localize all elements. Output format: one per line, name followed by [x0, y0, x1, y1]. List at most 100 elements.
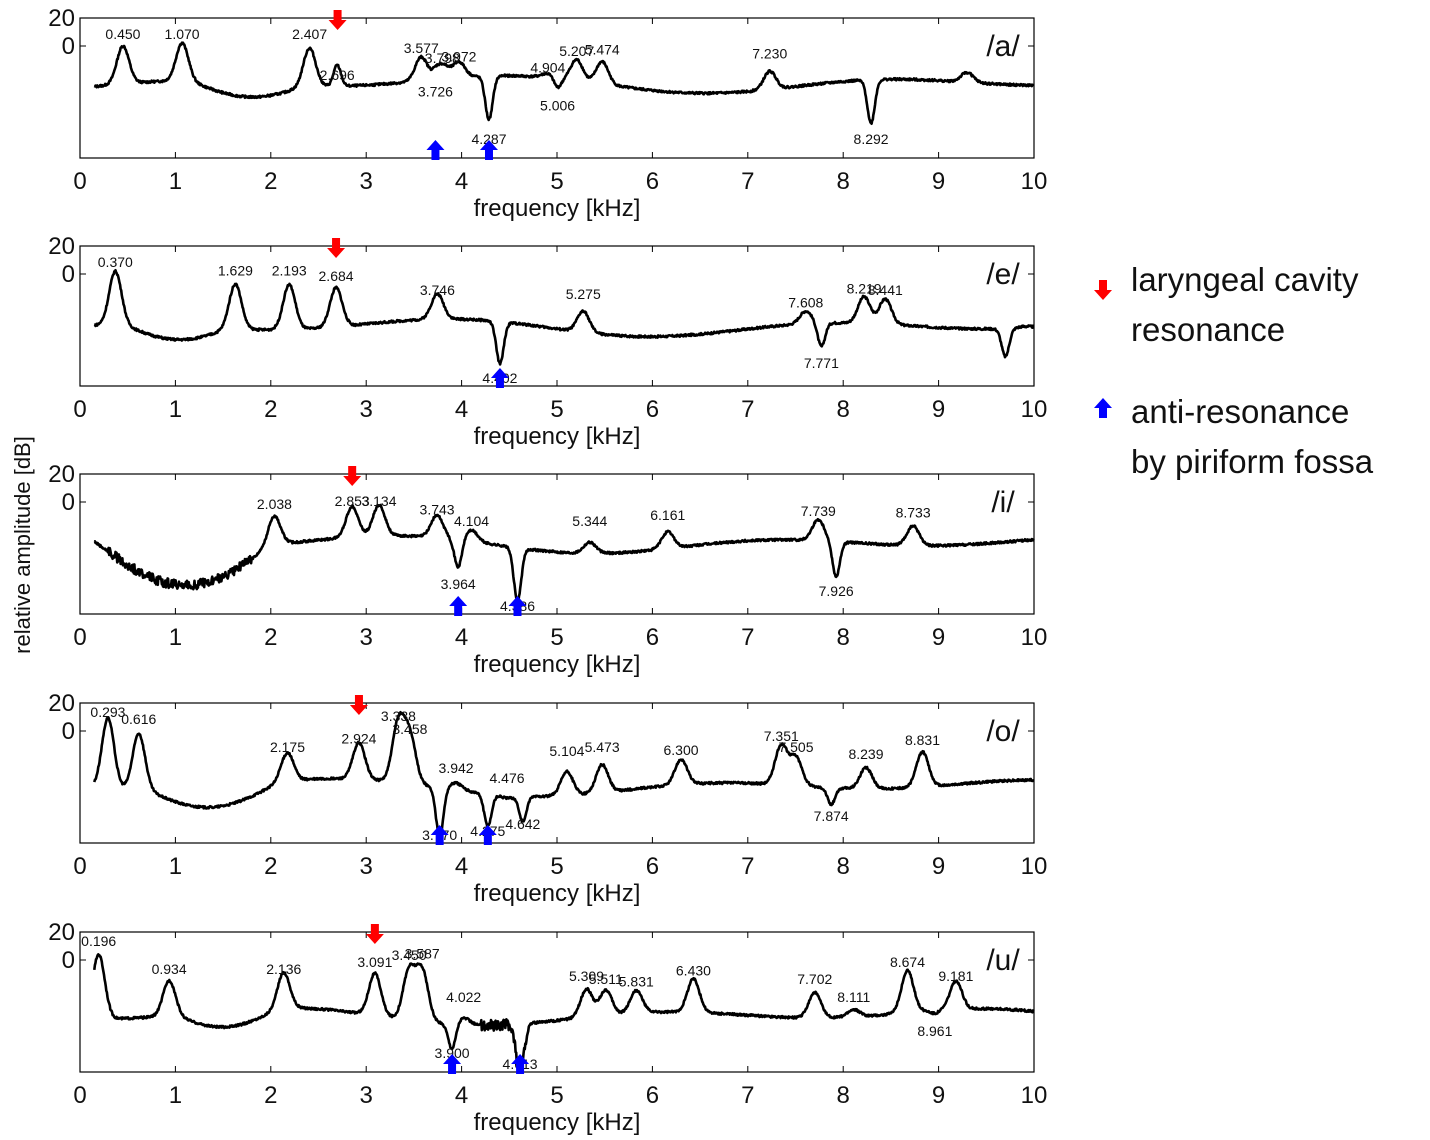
frequency-label: 8.674	[890, 954, 925, 970]
piriform-antiresonance-marker	[478, 825, 497, 845]
frequency-label: 3.798	[425, 50, 460, 66]
x-tick-label: 6	[646, 624, 659, 651]
frequency-label: 7.230	[752, 46, 787, 62]
x-tick-label: 2	[264, 1082, 277, 1109]
legend-label: anti-resonance	[1131, 393, 1349, 430]
x-tick-label: 4	[455, 1082, 468, 1109]
piriform-antiresonance-marker	[449, 596, 468, 616]
frequency-label: 2.853	[335, 493, 370, 509]
frequency-label: 2.038	[257, 496, 292, 512]
x-tick-label: 1	[169, 624, 182, 651]
frequency-label: 2.684	[319, 268, 354, 284]
frequency-label: 8.961	[917, 1023, 952, 1039]
frequency-label: 1.070	[165, 26, 200, 42]
frequency-label: 9.181	[938, 968, 973, 984]
laryngeal-resonance-marker	[343, 466, 362, 486]
x-tick-label: 9	[932, 853, 945, 880]
x-tick-label: 8	[837, 168, 850, 195]
frequency-label: 6.161	[650, 507, 685, 523]
x-tick-label: 0	[73, 624, 86, 651]
x-tick-label: 10	[1021, 1082, 1048, 1109]
x-tick-label: 5	[550, 624, 563, 651]
x-tick-label: 10	[1021, 853, 1048, 880]
frequency-label: 3.900	[435, 1045, 470, 1061]
frequency-label: 2.407	[292, 26, 327, 42]
frequency-label: 7.608	[788, 295, 823, 311]
y-tick-label: 20	[48, 461, 75, 488]
x-tick-label: 0	[73, 1082, 86, 1109]
frequency-label: 5.104	[549, 743, 584, 759]
frequency-label: 3.134	[361, 493, 396, 509]
frequency-label: 3.577	[404, 40, 439, 56]
legend-label: by piriform fossa	[1131, 443, 1374, 480]
x-tick-label: 5	[550, 853, 563, 880]
x-tick-label: 9	[932, 396, 945, 423]
frequency-label: 0.293	[90, 704, 125, 720]
x-tick-label: 6	[646, 396, 659, 423]
frequency-label: 0.450	[105, 26, 140, 42]
legend-label: resonance	[1131, 311, 1285, 348]
y-tick-label: 0	[62, 947, 75, 974]
x-tick-label: 3	[360, 624, 373, 651]
vowel-label: /i/	[991, 486, 1015, 519]
frequency-label: 2.924	[341, 731, 376, 747]
frequency-label: 7.505	[778, 739, 813, 755]
y-axis-label: relative amplitude [dB]	[10, 436, 35, 654]
frequency-label: 5.309	[569, 968, 604, 984]
x-tick-label: 10	[1021, 168, 1048, 195]
piriform-antiresonance-marker	[508, 596, 527, 616]
frequency-label: 7.874	[814, 808, 849, 824]
x-tick-label: 9	[932, 1082, 945, 1109]
x-tick-label: 3	[360, 1082, 373, 1109]
y-tick-label: 20	[48, 5, 75, 32]
laryngeal-resonance-marker	[349, 695, 368, 715]
frequency-label: 3.942	[439, 760, 474, 776]
vowel-label: /o/	[986, 715, 1020, 748]
frequency-label: 5.511	[589, 971, 623, 987]
frequency-label: 3.450	[392, 947, 427, 963]
frequency-label: 1.629	[218, 262, 253, 278]
x-tick-label: 8	[837, 853, 850, 880]
frequency-label: 3.726	[418, 84, 453, 100]
frequency-label: 0.370	[98, 254, 133, 270]
x-tick-label: 8	[837, 396, 850, 423]
x-tick-label: 3	[360, 853, 373, 880]
frequency-label: 3.743	[420, 502, 455, 518]
x-tick-label: 6	[646, 853, 659, 880]
frequency-label: 8.441	[868, 282, 903, 298]
axes-frame	[79, 702, 1035, 844]
x-tick-label: 1	[169, 853, 182, 880]
frequency-label: 4.287	[471, 131, 506, 147]
y-tick-label: 20	[48, 919, 75, 946]
frequency-label: 7.771	[804, 355, 839, 371]
x-tick-label: 7	[741, 168, 754, 195]
frequency-label: 3.746	[420, 282, 455, 298]
legend-item: laryngeal cavity resonance	[1094, 261, 1359, 348]
legend-down-arrow-icon	[1094, 280, 1112, 300]
x-tick-label: 0	[73, 168, 86, 195]
legend: laryngeal cavity resonance anti-resonance b…	[1094, 261, 1374, 480]
y-tick-label: 0	[62, 718, 75, 745]
y-tick-label: 0	[62, 261, 75, 288]
x-tick-label: 6	[646, 168, 659, 195]
frequency-label: 8.219	[847, 281, 882, 297]
x-tick-label: 4	[455, 396, 468, 423]
x-tick-label: 1	[169, 396, 182, 423]
x-tick-label: 1	[169, 1082, 182, 1109]
frequency-label: 6.430	[676, 962, 711, 978]
frequency-label: 8.831	[905, 732, 940, 748]
piriform-antiresonance-marker	[426, 140, 445, 160]
x-tick-label: 5	[550, 168, 563, 195]
frequency-label: 5.006	[540, 98, 575, 114]
frequency-label: 4.904	[530, 60, 565, 76]
x-tick-label: 0	[73, 853, 86, 880]
frequency-label: 2.193	[272, 262, 307, 278]
laryngeal-resonance-marker	[365, 924, 384, 944]
piriform-antiresonance-marker	[490, 368, 509, 388]
frequency-label: 0.196	[81, 933, 116, 949]
axes-frame	[79, 931, 1035, 1073]
legend-up-arrow-icon	[1094, 398, 1112, 418]
frequency-label: 2.136	[266, 961, 301, 977]
